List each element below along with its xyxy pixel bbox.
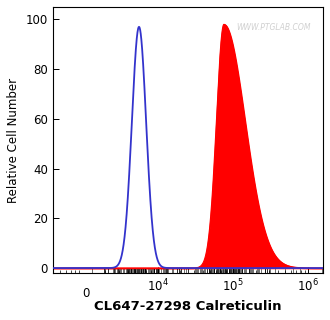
Text: 0: 0	[83, 287, 90, 300]
Text: WWW.PTGLAB.COM: WWW.PTGLAB.COM	[237, 23, 311, 32]
X-axis label: CL647-27298 Calreticulin: CL647-27298 Calreticulin	[94, 300, 281, 313]
Y-axis label: Relative Cell Number: Relative Cell Number	[7, 77, 20, 203]
